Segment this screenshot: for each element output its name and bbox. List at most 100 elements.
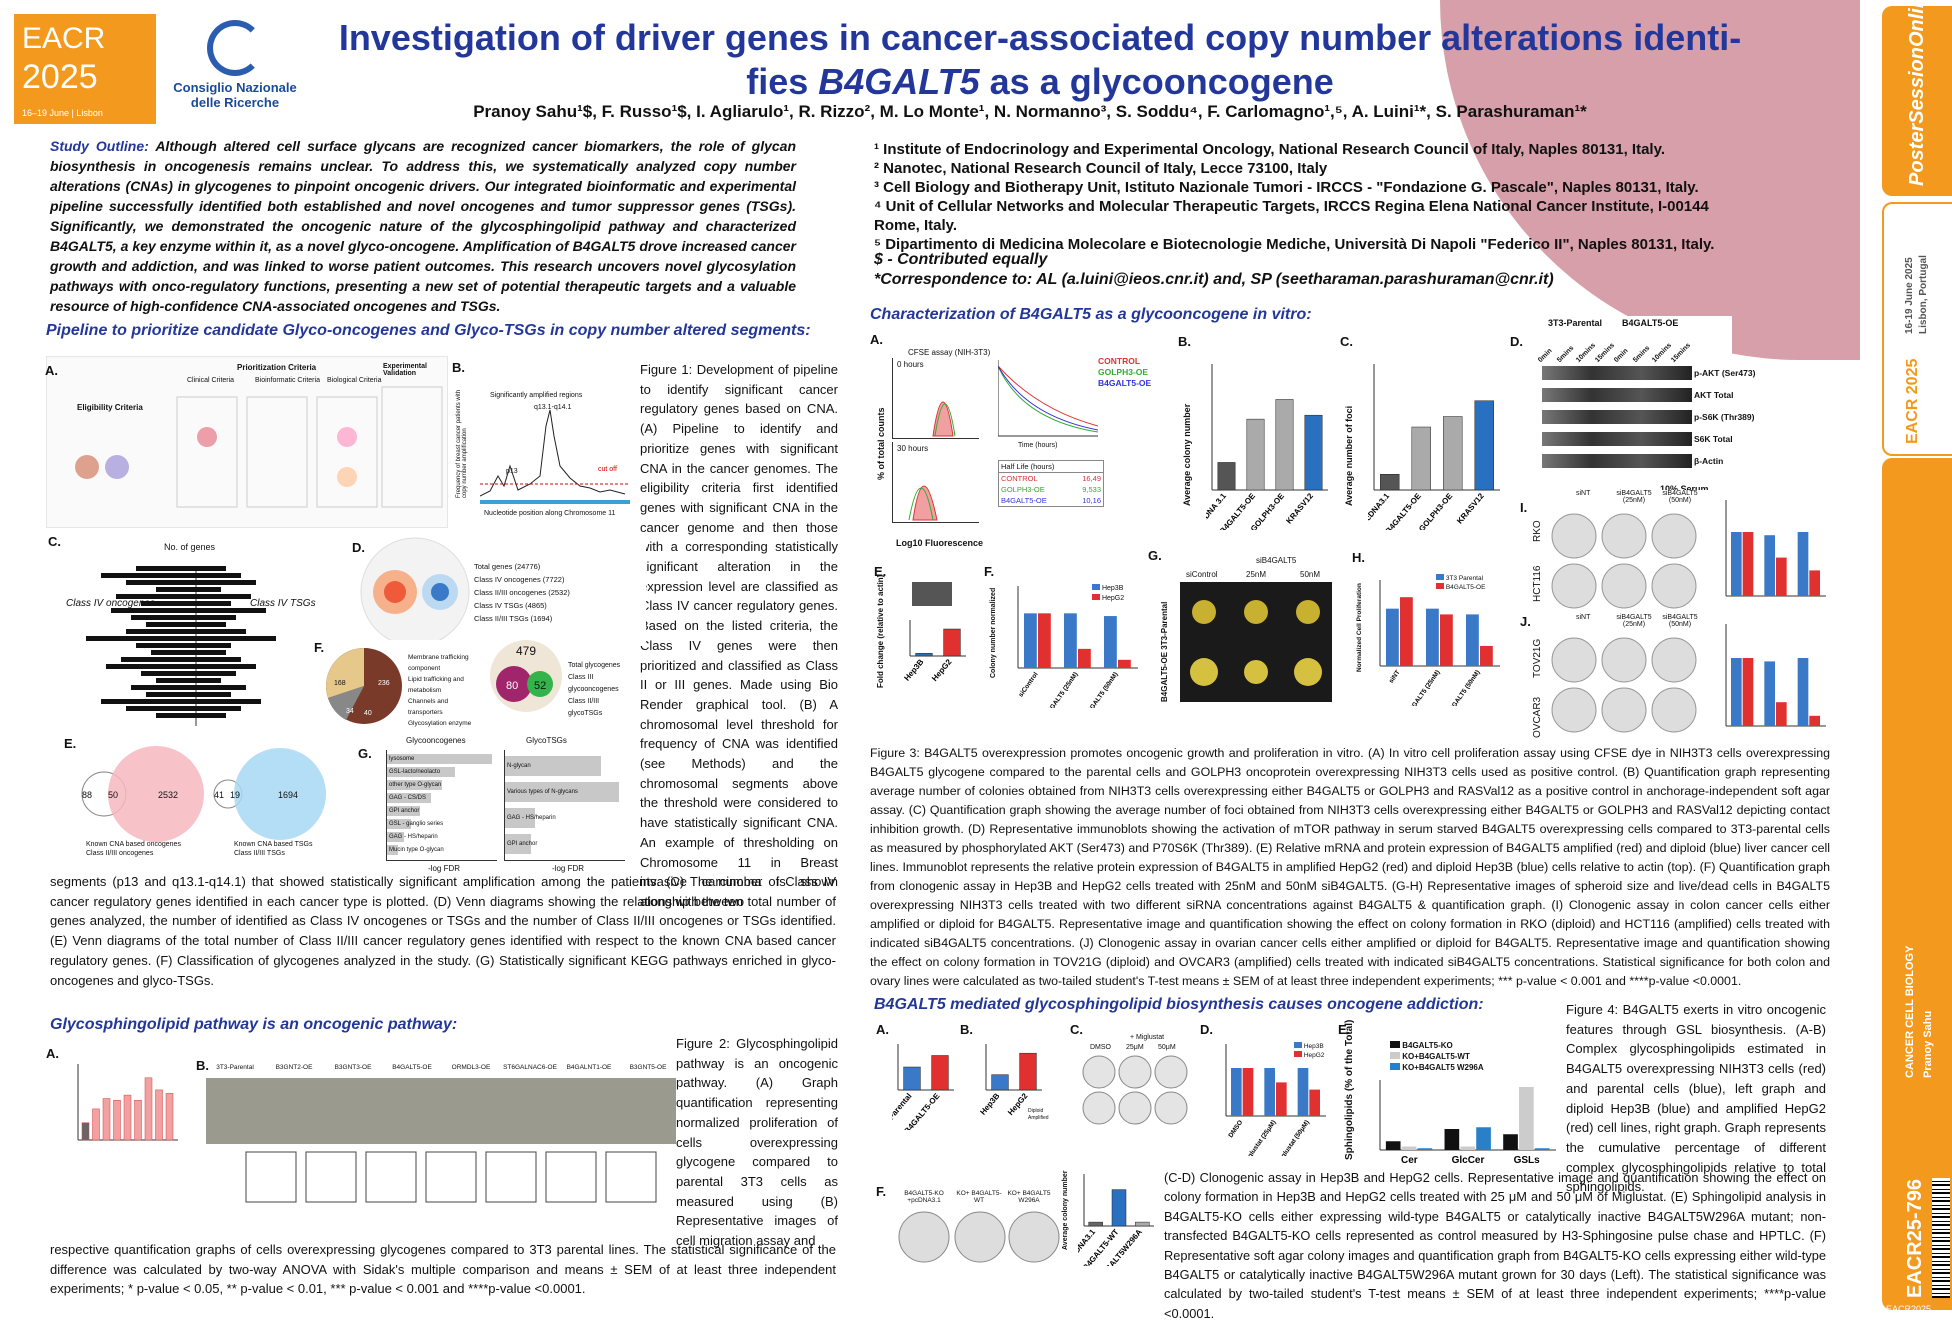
bar — [991, 1074, 1009, 1091]
bar — [1276, 1082, 1287, 1116]
cnr-line1: Consiglio Nazionale — [173, 80, 297, 95]
glycotsgs-title: GlycoTSGs — [526, 736, 567, 745]
cutoff-label: cut off — [598, 466, 617, 473]
legend-item: Class III glycooncogenes — [568, 674, 619, 693]
title-prefix: fies — [746, 61, 819, 102]
pie-val: 40 — [364, 710, 372, 717]
bar — [81, 1122, 90, 1141]
migration-graphs — [206, 1148, 676, 1208]
venn-e-legend2: Known CNA based TSGs Class II/III TSGs — [234, 840, 312, 858]
f-legend: Hep3B HepG2 — [1092, 584, 1124, 604]
line-header: B3GNT5-OE — [629, 1064, 667, 1071]
title-suffix: as a glycooncogene — [979, 61, 1334, 102]
bar — [1731, 532, 1742, 596]
half-life-table: Half Life (hours) CONTROL 16,49 GOLPH3-OE… — [998, 460, 1104, 507]
bar — [196, 713, 226, 718]
kegg-bar: other type O-glycan — [387, 780, 442, 790]
poster-title: Investigation of driver genes in cancer-… — [320, 16, 1760, 104]
line-header: B3GNT2-OE — [275, 1064, 313, 1071]
venn-tsg: 52 — [534, 680, 547, 692]
panel-g-xlabel: -log FDR — [428, 864, 461, 873]
panel-g-xlabel: -log FDR — [552, 864, 585, 873]
panel-b-ylabel: Frequency of breast cancer patients with… — [456, 389, 468, 498]
venn-e-val: 19 — [230, 790, 241, 800]
panel-label: I. — [1520, 500, 1528, 515]
bar — [196, 615, 236, 620]
legend-text: Hep3B — [1303, 1043, 1324, 1050]
bar — [1064, 613, 1077, 668]
panel-b-xlabel: Nucleotide position along Chromosome 11 — [484, 510, 616, 517]
bar — [101, 573, 196, 578]
clonogenic-dishes-i — [1551, 513, 1697, 609]
legend-item: Class II/III oncogenes (2532) — [474, 588, 570, 597]
panel-label: E. — [874, 564, 887, 579]
bar — [196, 594, 251, 599]
bar — [146, 622, 196, 627]
venn-total: 479 — [516, 644, 537, 658]
fig4-panel-e: E. B4GALT5-KO KO+B4GALT5-WT KO+B4GALT5 W… — [1336, 1020, 1560, 1170]
venn-e-val: 88 — [82, 790, 93, 800]
legend-item: Amplified — [1028, 1115, 1049, 1121]
fig1-panel-e: E. 88 50 2532 41 19 1694 Known CNA based… — [46, 734, 346, 866]
blot-row-label: p-AKT (Ser473) — [1694, 368, 1756, 378]
bar — [102, 1098, 111, 1141]
legend-item: KO+B4GALT5-WT — [1390, 1051, 1484, 1062]
bar — [126, 706, 196, 711]
bar — [136, 566, 196, 571]
e-blot — [912, 582, 952, 606]
bar — [1231, 1068, 1242, 1116]
legend-text: 3T3 Parental — [1445, 575, 1484, 582]
bar — [1297, 1068, 1309, 1116]
cnr-line2: delle Ricerche — [190, 95, 280, 110]
blot-band — [1542, 454, 1692, 468]
decay-curves — [998, 360, 1098, 437]
class-iv-oncogenes: Class IV oncogenes — [66, 598, 155, 609]
half-life-row: GOLPH3-OE 9,533 — [999, 484, 1103, 495]
fig2-caption-bottom: respective quantification graphs of cell… — [50, 1242, 836, 1297]
affiliation-2: ² Nanotec, National Research Council of … — [874, 160, 1328, 177]
bar — [165, 1093, 174, 1141]
bar — [156, 587, 196, 592]
blot-band — [1542, 366, 1692, 380]
chromosome-plot — [480, 409, 630, 504]
bar — [1386, 608, 1399, 666]
legend-item: Total genes (24776) — [474, 562, 541, 571]
colony-ylabel: Average colony number — [1182, 403, 1192, 506]
legend-text: KO+B4GALT5 W296A — [1402, 1063, 1484, 1072]
legend-text: HepG2 — [1101, 595, 1125, 602]
kegg-bar: GAG - CS/DS — [387, 793, 431, 803]
col-label: siNT — [1576, 490, 1591, 497]
legend-item: B4GALT5-OE — [1436, 583, 1485, 592]
legend-text: KO+B4GALT5-WT — [1402, 1052, 1470, 1061]
fig1-caption-bottom: segments (p13 and q13.1-q14.1) that show… — [50, 874, 836, 988]
bar — [196, 629, 246, 634]
bar — [1440, 614, 1453, 666]
correspondence: *Correspondence to: AL (a.luini@ieos.cnr… — [874, 271, 1554, 288]
spheroid-header: siB4GALT5 — [1256, 556, 1297, 565]
bar — [196, 636, 276, 641]
bar — [113, 1100, 121, 1141]
legend-item: CONTROL — [1098, 356, 1141, 366]
panel-label: F. — [314, 640, 325, 655]
bar — [1474, 400, 1494, 491]
cfse-ylabel: % of total counts — [876, 407, 886, 481]
tick-label: siB4GALT5 (25nM) — [1403, 669, 1442, 706]
bar — [86, 636, 196, 641]
lane-label: 0min — [1537, 347, 1554, 364]
row-label: RKO — [1532, 520, 1543, 542]
fig4-panel-d: D. Hep3B HepG2 DMSO Miglustat (25μM) Miglu… — [1198, 1020, 1334, 1160]
lane-label: 15mins — [1594, 341, 1617, 364]
migration-images — [206, 1078, 676, 1144]
pie-val: 34 — [346, 708, 354, 715]
bar — [915, 653, 933, 657]
fold-change-chart: Hep3B HepG2 — [904, 620, 966, 683]
glycooncogene-bars: lysosome GSL-lacto/neolacto other type O-g… — [386, 750, 497, 861]
pie-val: 168 — [334, 680, 346, 687]
bar — [1797, 658, 1809, 726]
bar — [1731, 658, 1742, 726]
blot-row-label: p-S6K (Thr389) — [1694, 412, 1755, 422]
bar — [196, 643, 231, 648]
legend-item: Channels and transporters — [408, 698, 449, 716]
panel-c-title: No. of genes — [164, 542, 216, 552]
row-label: OVCAR3 — [1532, 696, 1543, 738]
